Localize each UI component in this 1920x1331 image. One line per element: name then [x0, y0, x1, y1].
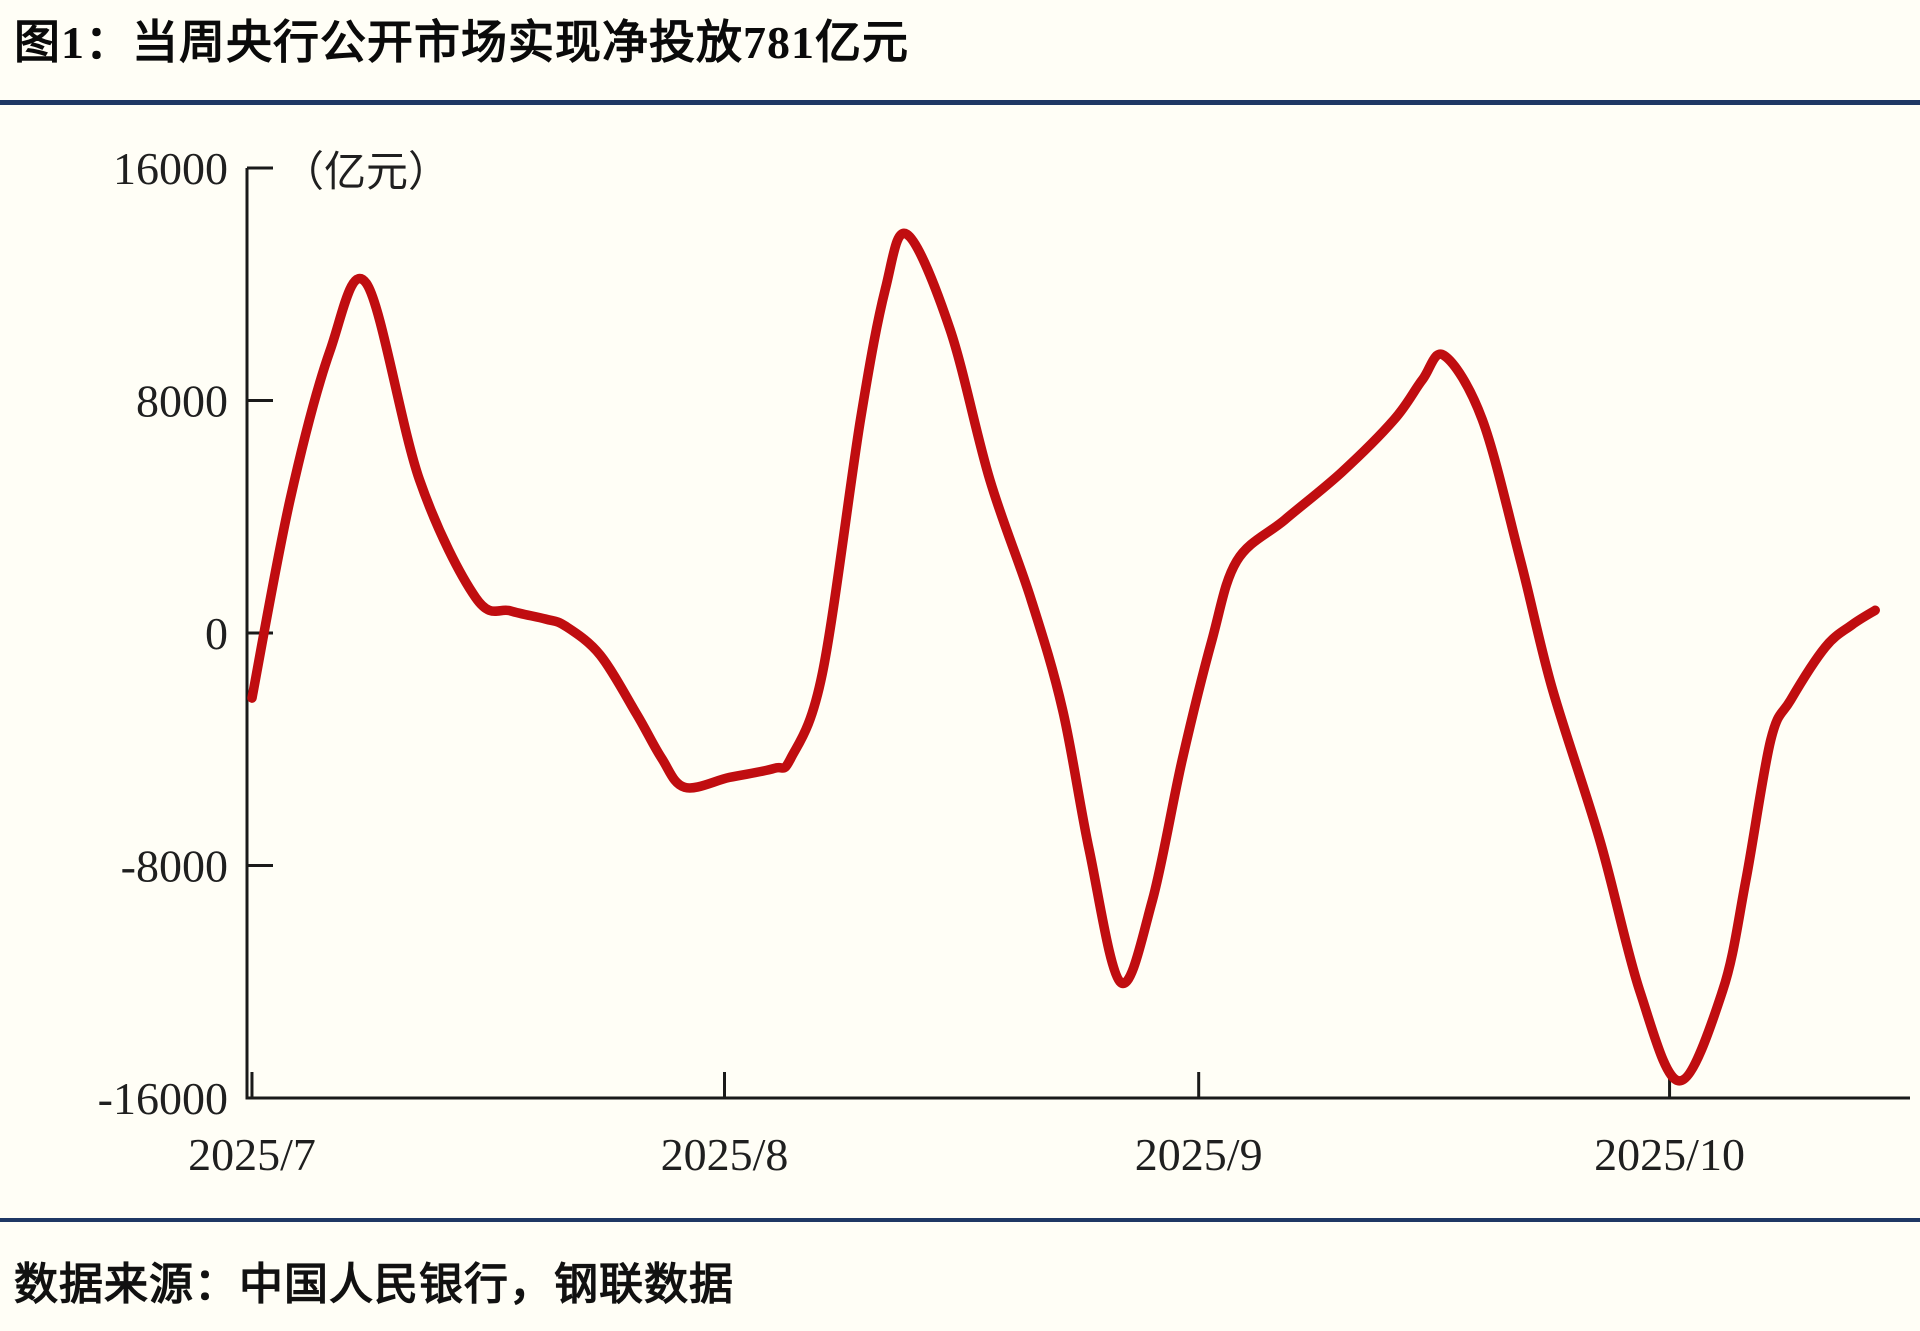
net-injection-curve [247, 228, 1880, 1086]
axis-lines [245, 168, 1910, 1100]
x-tick-label: 2025/7 [188, 1129, 316, 1180]
y-tick-label: 16000 [113, 143, 228, 194]
figure-title: 图1：当周央行公开市场实现净投放781亿元 [14, 17, 909, 68]
y-axis-unit-label: （亿元） [282, 150, 450, 196]
y-tick-label: 8000 [136, 376, 228, 427]
title-divider [0, 100, 1920, 105]
y-tick-label: 0 [205, 608, 228, 659]
line-chart: 16000 8000 0 -8000 -16000 （亿元） 2025/7 2025/8 202… [98, 143, 1910, 1180]
data-source: 数据来源：中国人民银行，钢联数据 [14, 1260, 734, 1309]
y-tick-label: -8000 [121, 841, 228, 892]
x-tick-label: 2025/10 [1594, 1129, 1745, 1180]
footer-divider [0, 1218, 1920, 1222]
x-tick-label: 2025/8 [661, 1129, 789, 1180]
x-tick-label: 2025/9 [1135, 1129, 1263, 1180]
y-tick-label: -16000 [98, 1073, 228, 1124]
